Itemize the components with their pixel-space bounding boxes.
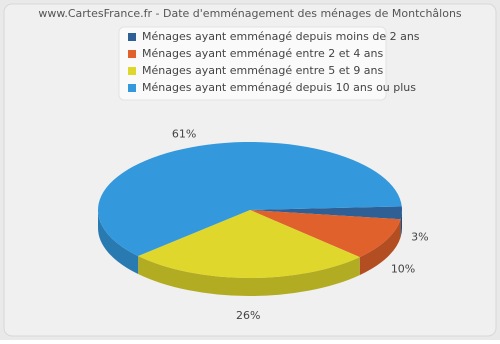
value-label: 26% [236, 309, 260, 322]
legend-marker [128, 67, 136, 75]
legend-label: Ménages ayant emménagé depuis moins de 2… [142, 30, 420, 43]
slice-side [138, 256, 360, 296]
legend-label: Ménages ayant emménagé depuis 10 ans ou … [142, 81, 416, 94]
legend [118, 26, 387, 101]
slice-side [98, 210, 139, 275]
slice [97, 142, 402, 257]
slice [138, 210, 360, 278]
slice [250, 210, 401, 258]
legend-marker [128, 33, 136, 41]
legend-marker [128, 50, 136, 58]
slice [250, 206, 402, 220]
legend-label: Ménages ayant emménagé entre 2 et 4 ans [142, 47, 384, 60]
slice-side [400, 210, 402, 238]
value-label: 61% [172, 127, 196, 140]
legend-marker [128, 84, 136, 92]
value-label: 10% [391, 263, 415, 276]
legend-label: Ménages ayant emménagé entre 5 et 9 ans [142, 64, 384, 77]
slice-side [359, 219, 401, 276]
value-label: 3% [411, 230, 428, 243]
chart-title: www.CartesFrance.fr - Date d'emménagemen… [38, 7, 462, 20]
